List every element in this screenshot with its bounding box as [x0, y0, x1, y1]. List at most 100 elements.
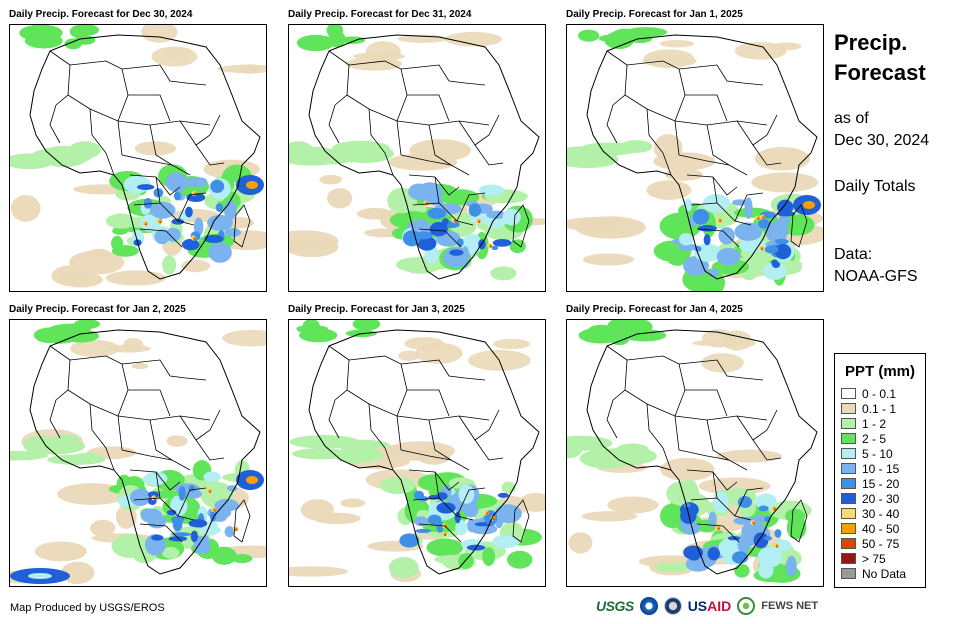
precip-area [144, 471, 168, 486]
precip-area [775, 545, 778, 548]
precip-area [69, 250, 125, 275]
legend-swatch [841, 553, 856, 564]
precip-area [204, 234, 224, 244]
country-border [129, 469, 181, 491]
madagascar-outline [233, 499, 251, 543]
precip-area [582, 253, 634, 266]
precip-area [734, 222, 763, 241]
precip-area [122, 338, 144, 352]
country-border [67, 389, 211, 421]
precip-area [701, 353, 744, 373]
precip-area [785, 508, 806, 524]
precip-area [486, 512, 489, 515]
precip-area [154, 229, 170, 245]
daily-totals-label: Daily Totals [834, 178, 916, 195]
country-border [407, 389, 450, 417]
legend-swatch [841, 448, 856, 459]
precip-area [182, 238, 200, 251]
country-border [712, 471, 718, 499]
precip-area [707, 546, 720, 561]
legend-label: 30 - 40 [862, 506, 900, 521]
precip-area [494, 507, 504, 529]
precip-area [144, 223, 147, 226]
sidebar-title-line1: Precip. [834, 30, 908, 55]
legend-swatch [841, 463, 856, 474]
precip-area [224, 526, 235, 538]
precip-area [758, 505, 769, 512]
precip-area [678, 233, 694, 246]
map-svg [10, 25, 266, 288]
country-border [121, 154, 191, 176]
precip-area [60, 561, 95, 585]
precip-area [430, 228, 443, 236]
legend-label: 1 - 2 [862, 416, 887, 431]
precip-area [774, 243, 792, 260]
precip-area [246, 181, 258, 189]
precip-area [708, 511, 717, 528]
country-border [646, 403, 664, 449]
precip-area [209, 510, 217, 522]
precip-area [388, 557, 419, 579]
legend-item: No Data [841, 566, 925, 581]
country-border [734, 192, 764, 222]
country-border [418, 228, 462, 248]
country-border [678, 359, 764, 381]
precip-area [193, 238, 196, 241]
country-border [89, 108, 107, 154]
madagascar-outline [790, 204, 808, 248]
legend-item: 20 - 30 [841, 491, 925, 506]
map-svg [289, 25, 545, 281]
precip-area [166, 509, 177, 516]
country-border [606, 399, 618, 439]
precip-area [581, 511, 637, 522]
precip-area [764, 245, 779, 254]
country-border [139, 228, 183, 248]
precip-area [567, 435, 613, 451]
precip-area [692, 339, 746, 347]
precip-area [703, 234, 711, 246]
precip-area [489, 245, 492, 248]
legend-item: 40 - 50 [841, 521, 925, 536]
precip-area [568, 532, 593, 554]
precip-map [566, 24, 824, 292]
precip-area [683, 503, 691, 508]
country-border [408, 469, 460, 491]
precip-area [454, 220, 457, 223]
country-border [712, 176, 718, 204]
country-border [434, 471, 440, 499]
precip-area [492, 238, 512, 247]
country-border [456, 487, 486, 517]
precip-area [772, 42, 802, 51]
precip-area [744, 197, 753, 219]
country-border [89, 403, 107, 449]
country-border [626, 355, 686, 417]
country-border [646, 108, 664, 154]
country-border [412, 202, 474, 226]
precip-area [296, 325, 328, 332]
precip-area [646, 180, 692, 200]
precip-area [463, 502, 479, 518]
precip-area [159, 221, 162, 224]
precip-area [115, 505, 137, 529]
precip-area [757, 546, 783, 568]
country-border [105, 447, 115, 471]
country-border [133, 202, 195, 226]
precip-area [111, 235, 124, 251]
legend-title: PPT (mm) [844, 363, 915, 380]
sidebar-title: Precip. Forecast [834, 28, 954, 88]
precip-area [24, 437, 86, 455]
country-border [752, 439, 782, 461]
panel-title: Daily Precip. Forecast for Dec 31, 2024 [288, 9, 472, 20]
precip-area [10, 451, 49, 461]
legend-item: 5 - 10 [841, 446, 925, 461]
precip-area [678, 243, 699, 251]
map-svg [10, 320, 266, 585]
country-border [348, 355, 408, 417]
precip-area [774, 238, 789, 245]
precip-area [178, 486, 186, 501]
country-border [177, 487, 207, 517]
country-border [606, 104, 618, 144]
country-border [117, 120, 123, 156]
country-border [69, 60, 129, 122]
precip-area [340, 498, 366, 508]
